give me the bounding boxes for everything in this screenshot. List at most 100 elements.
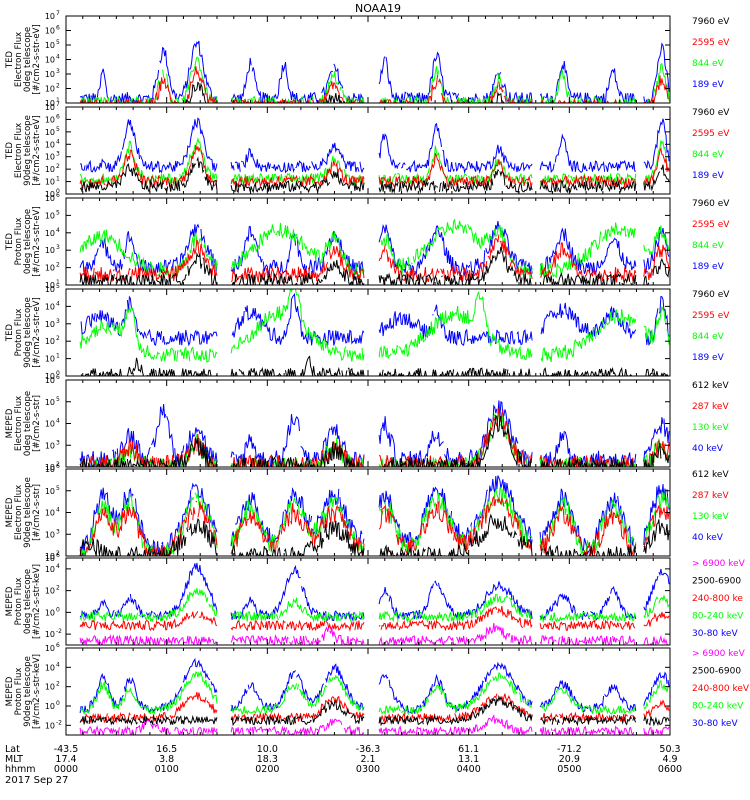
series-ted-p-90-844-ev — [79, 289, 670, 363]
axis-row-value: -36.3 — [356, 744, 381, 755]
y-axis-label-line: 0deg telescope — [23, 391, 33, 456]
y-tick-label: 10 — [45, 355, 55, 364]
y-tick-label: 10 — [45, 165, 55, 174]
panel-frame — [65, 288, 671, 377]
legend-entry: 844 eV — [692, 59, 725, 69]
series-ted-p-0-7960-ev — [79, 246, 670, 285]
axis-row-value: -43.5 — [54, 744, 79, 755]
y-tick-label: 10 — [45, 420, 55, 429]
series-ted-e-0-7960-ev — [80, 81, 669, 103]
legend-entry: 844 eV — [692, 150, 725, 160]
y-axis-label-line: MEPED — [5, 676, 15, 706]
axis-row-value: 18.3 — [257, 754, 278, 765]
y-tick-label: 10 — [45, 663, 55, 672]
y-tick-label: 10 — [45, 56, 55, 65]
axis-row-value: 0500 — [557, 764, 581, 775]
y-tick-exponent: 2 — [56, 585, 60, 592]
legend-entry: 189 eV — [692, 80, 725, 90]
axis-row-value: 0200 — [255, 764, 279, 775]
axis-row-value: 50.3 — [659, 744, 680, 755]
y-tick-exponent: 5 — [56, 209, 60, 216]
y-tick-label: 10 — [45, 140, 55, 149]
y-axis-label-line: Proton Flux — [14, 309, 24, 357]
y-tick-label: 10 — [45, 441, 55, 450]
y-tick-exponent: 1 — [56, 279, 60, 286]
y-tick-exponent: -2 — [56, 719, 62, 726]
legend-entry: 287 keV — [692, 402, 729, 412]
y-tick-label: 10 — [45, 12, 55, 21]
y-tick-label: 10 — [45, 721, 55, 730]
y-tick-exponent: 4 — [56, 661, 60, 668]
y-axis-label-line: Electron Flux — [14, 32, 24, 87]
y-tick-exponent: 3 — [56, 318, 60, 325]
y-axis-label-line: Electron Flux — [14, 123, 24, 178]
axis-row-value: 16.5 — [156, 744, 177, 755]
y-tick-exponent: 2 — [56, 681, 60, 688]
panel-frame — [65, 379, 671, 468]
y-tick-label: 10 — [45, 376, 55, 385]
series-meped-e-0-612-kev — [79, 414, 670, 467]
y-axis-label-line: MEPED — [5, 586, 15, 616]
y-tick-exponent: 4 — [56, 563, 60, 570]
axis-row-value: 20.9 — [559, 754, 580, 765]
legend-entry: 612 keV — [692, 381, 729, 391]
y-axis-label-line: 90deg telescope — [23, 115, 33, 186]
y-tick-label: 10 — [45, 398, 55, 407]
y-tick-label: 10 — [45, 565, 55, 574]
legend-entry: 130 keV — [692, 423, 729, 433]
y-tick-exponent: 4 — [56, 300, 60, 307]
y-axis-label-line: Proton Flux — [14, 668, 24, 716]
y-tick-label: 10 — [45, 320, 55, 329]
y-axis-label-line: [#/cm2-s-str-eV] — [32, 206, 42, 276]
axis-row-value: 17.4 — [55, 754, 76, 765]
y-tick-label: 10 — [45, 115, 55, 124]
y-tick-exponent: 4 — [56, 227, 60, 234]
legend-entry: 2595 eV — [692, 38, 730, 48]
legend-entry: 189 eV — [692, 171, 725, 181]
y-tick-exponent: 7 — [56, 10, 60, 17]
y-tick-label: 10 — [45, 246, 55, 255]
y-tick-exponent: 6 — [56, 463, 60, 470]
y-tick-label: 10 — [45, 99, 55, 108]
y-tick-exponent: 2 — [56, 335, 60, 342]
date-label: 2017 Sep 27 — [5, 775, 68, 786]
legend-entry: 2595 eV — [692, 129, 730, 139]
axis-row-value: 61.1 — [458, 744, 479, 755]
y-tick-label: 10 — [45, 27, 55, 36]
y-tick-exponent: 6 — [56, 25, 60, 32]
legend-entry: 7960 eV — [692, 199, 730, 209]
legend-entry: 30-80 keV — [692, 629, 738, 639]
y-tick-exponent: 2 — [56, 461, 60, 468]
y-axis-label-line: MEPED — [5, 408, 15, 438]
y-axis-label-line: 90deg telescope — [23, 297, 33, 368]
legend-entry: > 6900 keV — [692, 559, 746, 569]
y-tick-exponent: 4 — [56, 54, 60, 61]
y-tick-label: 10 — [45, 463, 55, 472]
axis-row-label: Lat — [5, 744, 20, 755]
axis-row-value: 0000 — [54, 764, 78, 775]
y-tick-label: 10 — [45, 229, 55, 238]
y-tick-label: 10 — [45, 487, 55, 496]
y-axis-label-line: Proton Flux — [14, 578, 24, 626]
y-tick-label: 10 — [45, 178, 55, 187]
legend-entry: 40 keV — [692, 533, 724, 543]
legend-entry: 844 eV — [692, 241, 725, 251]
y-tick-label: 10 — [45, 281, 55, 290]
y-tick-label: 10 — [45, 552, 55, 561]
legend-entry: 189 eV — [692, 353, 725, 363]
axis-row-value: 0100 — [155, 764, 179, 775]
y-tick-exponent: 0 — [56, 370, 60, 377]
legend-entry: 7960 eV — [692, 17, 730, 27]
y-axis-label-line: [#/cm2-s-str-eV] — [32, 24, 42, 94]
y-tick-exponent: 5 — [56, 283, 60, 290]
y-axis-label-line: 90deg telescope — [23, 477, 33, 548]
y-tick-label: 10 — [45, 85, 55, 94]
legend-entry: 612 keV — [692, 470, 729, 480]
series-meped-p-0--6900-kev — [79, 623, 669, 645]
